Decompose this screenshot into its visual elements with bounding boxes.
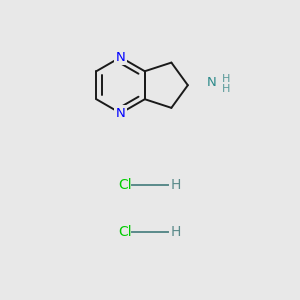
Text: H: H bbox=[222, 74, 230, 84]
Text: Cl: Cl bbox=[119, 178, 132, 192]
Text: N: N bbox=[116, 51, 125, 64]
Text: H: H bbox=[171, 225, 181, 239]
Text: Cl: Cl bbox=[119, 225, 132, 239]
Text: H: H bbox=[222, 84, 230, 94]
Text: N: N bbox=[207, 76, 217, 89]
Text: H: H bbox=[171, 178, 181, 192]
Text: N: N bbox=[116, 107, 125, 120]
